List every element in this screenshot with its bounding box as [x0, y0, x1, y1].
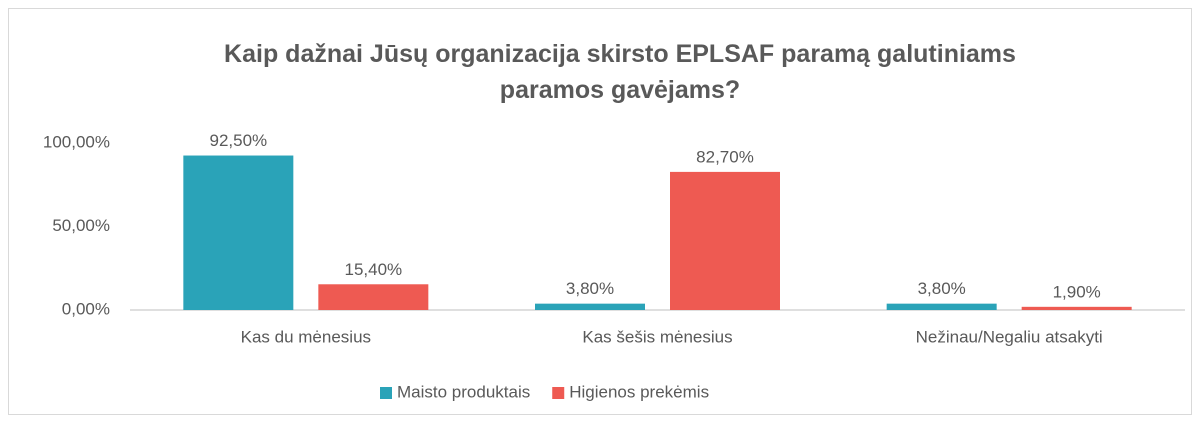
- data-label: 1,90%: [1053, 282, 1101, 301]
- data-label: 3,80%: [566, 279, 614, 298]
- legend-label: Maisto produktais: [397, 382, 530, 401]
- data-label: 92,50%: [209, 131, 267, 150]
- legend-swatch: [552, 387, 565, 399]
- bar: [535, 303, 645, 310]
- legend-swatch: [380, 387, 392, 399]
- bar: [1021, 306, 1132, 310]
- bar: [670, 171, 780, 310]
- data-label: 15,40%: [344, 260, 402, 279]
- data-label: 3,80%: [918, 279, 966, 298]
- bar: [318, 284, 429, 310]
- x-tick-label: Kas du mėnesius: [241, 327, 371, 346]
- legend-label: Higienos prekėmis: [569, 382, 709, 401]
- chart-title: Kaip dažnai Jūsų organizacija skirsto EP…: [224, 40, 1016, 104]
- y-tick-label: 100,00%: [43, 132, 110, 151]
- x-tick-label: Kas šešis mėnesius: [582, 327, 732, 346]
- bar: [886, 303, 997, 310]
- y-tick-label: 0,00%: [62, 299, 110, 318]
- bar: [183, 155, 294, 310]
- data-label: 82,70%: [696, 147, 754, 166]
- y-tick-label: 50,00%: [52, 216, 110, 235]
- x-tick-label: Nežinau/Negaliu atsakyti: [916, 327, 1103, 346]
